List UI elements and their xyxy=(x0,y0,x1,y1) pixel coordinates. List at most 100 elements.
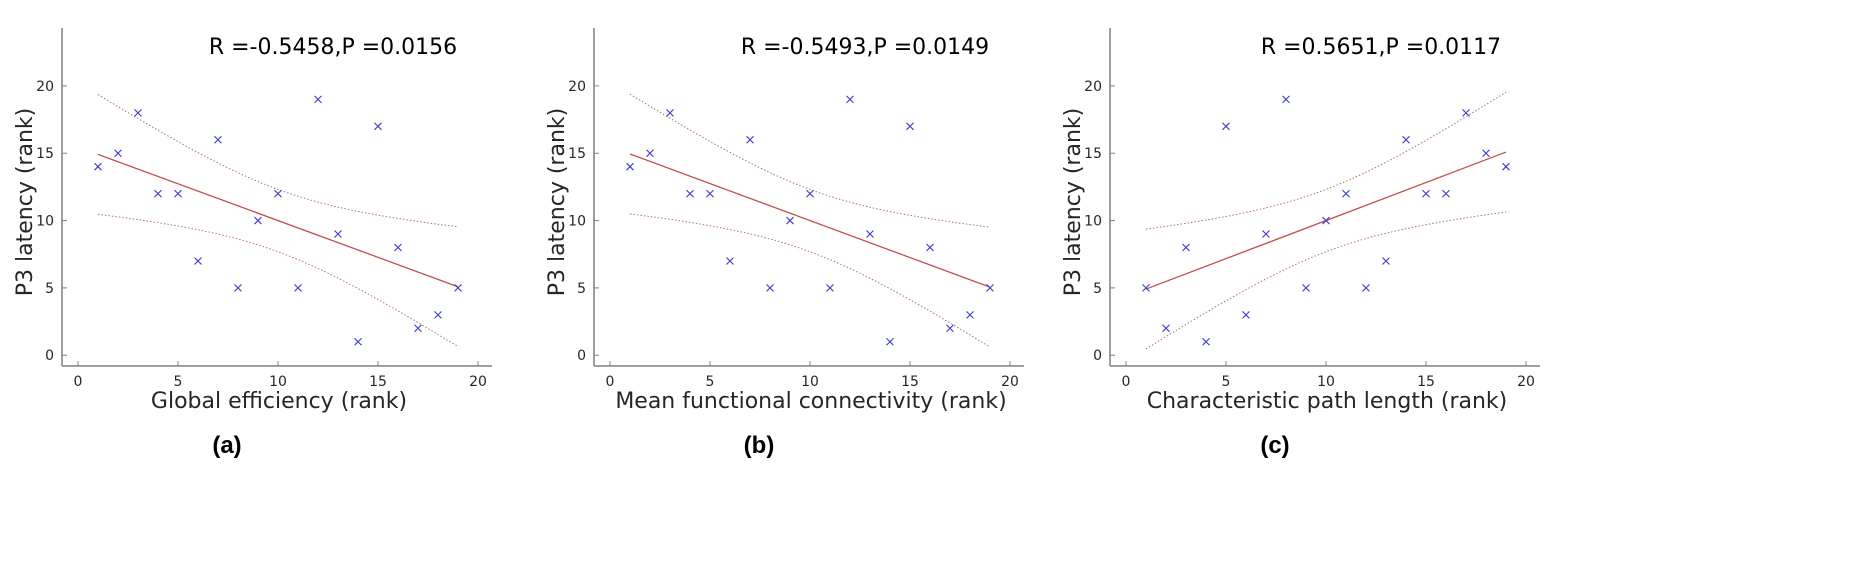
x-tick-label: 5 xyxy=(1222,374,1231,390)
x-axis-label: Characteristic path length (rank) xyxy=(1147,389,1508,414)
x-tick-label: 0 xyxy=(1122,374,1131,390)
panel-title: R =0.5651,P =0.0117 xyxy=(1261,35,1501,60)
data-point xyxy=(194,257,202,265)
data-point xyxy=(1142,284,1150,292)
data-point xyxy=(966,310,974,319)
ci-lower xyxy=(629,213,991,348)
x-axis-label: Global efficiency (rank) xyxy=(151,389,407,414)
panel-label: (a) xyxy=(212,432,241,459)
data-point xyxy=(1242,310,1250,319)
y-tick-label: 0 xyxy=(1093,348,1102,364)
y-tick-label: 0 xyxy=(45,348,54,364)
x-tick-label: 20 xyxy=(1001,374,1019,390)
data-point xyxy=(114,149,122,158)
data-point xyxy=(1202,337,1210,346)
ci-lower xyxy=(97,213,459,348)
y-tick-label: 0 xyxy=(577,348,586,364)
data-point xyxy=(706,189,714,198)
data-point xyxy=(906,122,914,131)
x-tick-label: 0 xyxy=(606,374,615,390)
data-point xyxy=(294,284,302,292)
panel-c: 0 5 10 15 20 0 5 10 15 20 R =0.5651,P =0.0117 Chara… xyxy=(1061,28,1540,459)
y-tick-label: 20 xyxy=(1084,79,1102,95)
data-point xyxy=(1262,230,1270,238)
data-point xyxy=(986,284,994,292)
data-point xyxy=(1362,284,1370,292)
data-point xyxy=(766,284,774,292)
data-point xyxy=(1282,95,1290,104)
data-point xyxy=(1222,122,1230,131)
x-tick-label: 10 xyxy=(269,374,287,390)
y-tick-label: 15 xyxy=(568,146,586,162)
data-point xyxy=(626,162,634,171)
data-point xyxy=(1342,189,1350,198)
panel-title: R =-0.5458,P =0.0156 xyxy=(209,35,457,60)
y-tick-label: 10 xyxy=(568,214,586,230)
data-point xyxy=(1462,108,1470,117)
y-tick-label: 15 xyxy=(36,146,54,162)
x-tick-label: 20 xyxy=(469,374,487,390)
x-tick-label: 15 xyxy=(369,374,387,390)
y-axis-label: P3 latency (rank) xyxy=(1061,108,1086,296)
data-point xyxy=(846,95,854,104)
ci-upper xyxy=(1145,91,1507,230)
data-point xyxy=(174,189,182,198)
data-point xyxy=(274,189,282,198)
fit-line xyxy=(97,153,459,288)
data-point xyxy=(414,324,422,333)
panel-label: (c) xyxy=(1260,432,1289,459)
ci-upper xyxy=(629,93,991,228)
data-point xyxy=(354,337,362,346)
y-tick-label: 5 xyxy=(45,281,54,297)
data-point xyxy=(1382,257,1390,265)
data-point xyxy=(214,135,222,144)
x-tick-label: 15 xyxy=(901,374,919,390)
y-axis-label: P3 latency (rank) xyxy=(545,108,570,296)
data-point xyxy=(334,230,342,238)
x-tick-label: 0 xyxy=(74,374,83,390)
y-tick-label: 5 xyxy=(577,281,586,297)
data-point xyxy=(254,216,262,225)
data-point xyxy=(1502,162,1510,171)
y-tick-label: 10 xyxy=(1084,214,1102,230)
data-point xyxy=(646,149,654,158)
y-tick-label: 15 xyxy=(1084,146,1102,162)
ci-upper xyxy=(97,94,459,228)
panel-b: 0 5 10 15 20 0 5 10 15 20 R =-0.5493,P =0.0149 Mean… xyxy=(545,28,1024,459)
ci-lower xyxy=(1145,211,1507,350)
y-tick-label: 10 xyxy=(36,214,54,230)
x-axis-label: Mean functional connectivity (rank) xyxy=(615,389,1006,414)
data-point xyxy=(806,189,814,198)
data-point xyxy=(786,216,794,225)
data-point xyxy=(866,230,874,238)
data-point xyxy=(454,284,462,292)
x-tick-label: 5 xyxy=(706,374,715,390)
data-point xyxy=(746,135,754,144)
panel-title: R =-0.5493,P =0.0149 xyxy=(741,35,989,60)
data-point xyxy=(826,284,834,292)
data-point xyxy=(134,108,142,117)
y-tick-label: 20 xyxy=(36,79,54,95)
data-point xyxy=(1422,189,1430,198)
panel-label: (b) xyxy=(744,432,775,459)
data-point xyxy=(434,310,442,319)
x-tick-label: 10 xyxy=(801,374,819,390)
data-point xyxy=(1322,216,1330,225)
y-axis-label: P3 latency (rank) xyxy=(13,108,38,296)
data-point xyxy=(1482,149,1490,158)
data-point xyxy=(1402,135,1410,144)
data-point xyxy=(686,189,694,198)
x-tick-label: 20 xyxy=(1517,374,1535,390)
x-tick-label: 15 xyxy=(1417,374,1435,390)
data-point xyxy=(314,95,322,104)
y-tick-label: 5 xyxy=(1093,281,1102,297)
data-point xyxy=(926,243,934,252)
data-point xyxy=(886,337,894,346)
fit-line xyxy=(629,153,991,288)
data-point xyxy=(1182,243,1190,252)
y-tick-label: 20 xyxy=(568,79,586,95)
data-point xyxy=(234,284,242,292)
data-point xyxy=(1162,324,1170,333)
data-point xyxy=(94,162,102,171)
